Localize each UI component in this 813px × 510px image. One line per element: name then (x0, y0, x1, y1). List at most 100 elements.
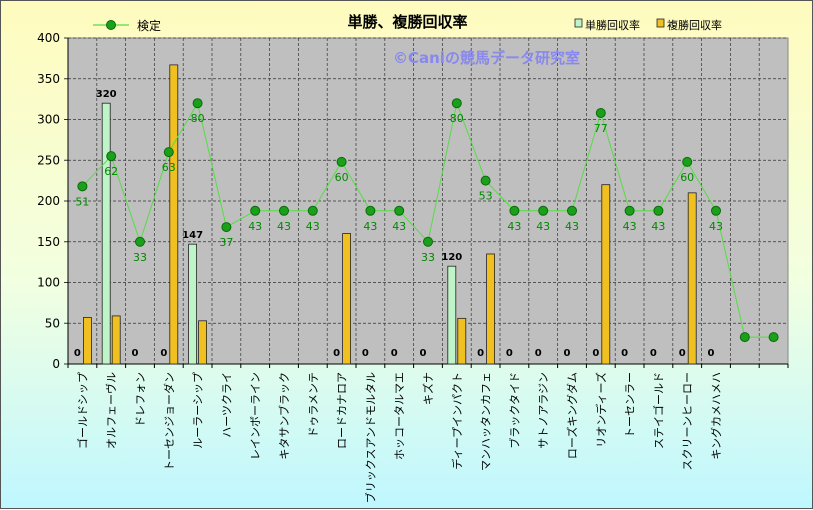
x-tick-label: トーセンラー (624, 372, 637, 438)
y-tick-label: 50 (45, 316, 60, 330)
x-tick-label: ローズキングダム (565, 372, 579, 459)
kentei-label: 43 (709, 220, 723, 233)
kentei-label: 33 (133, 251, 147, 264)
kentei-label: 43 (651, 220, 665, 233)
kentei-marker (192, 98, 203, 109)
kentei-marker (77, 181, 88, 192)
y-tick-label: 0 (52, 357, 60, 371)
bar-tanshou-label: 0 (592, 348, 599, 359)
kentei-marker (538, 205, 549, 216)
x-tick-label: キタサンブラック (277, 372, 291, 460)
bar-tanshou-label: 0 (74, 348, 81, 359)
bar-fukushou (687, 192, 697, 365)
kentei-label: 43 (248, 220, 262, 233)
kentei-marker (624, 205, 635, 216)
x-tick-label: キズナ (421, 372, 435, 405)
kentei-label: 80 (450, 112, 464, 125)
x-tick-label: ブリックスアンドモルタル (363, 372, 377, 503)
x-tick-label: ステイゴールド (651, 372, 665, 449)
kentei-marker (307, 205, 318, 216)
bar-tanshou (101, 102, 111, 365)
bar-tanshou-label: 0 (506, 348, 513, 359)
bar-tanshou (188, 243, 198, 365)
x-tick-label: サトノアラジン (537, 372, 550, 449)
legend-line-marker (106, 20, 116, 30)
bar-tanshou-label: 0 (535, 348, 542, 359)
bar-fukushou (83, 317, 92, 365)
x-tick-label: ハーツクライ (220, 372, 233, 438)
bar-tanshou-label: 320 (96, 89, 117, 100)
kentei-marker (423, 236, 433, 247)
kentei-label: 43 (306, 220, 320, 233)
bar-tanshou-label: 147 (182, 230, 203, 241)
y-tick-label: 200 (37, 194, 60, 208)
kentei-marker (451, 98, 462, 109)
x-tick-label: ゴールドシップ (75, 372, 89, 449)
kentei-marker (480, 175, 491, 186)
kentei-marker (106, 151, 117, 162)
x-tick-label: レインボーライン (249, 372, 262, 460)
bar-tanshou-label: 0 (708, 348, 715, 359)
x-tick-label: スクリーンヒーロー (681, 372, 694, 470)
kentei-label: 43 (623, 220, 637, 233)
kentei-label: 33 (421, 251, 435, 264)
kentei-marker (653, 205, 664, 216)
kentei-marker (768, 332, 779, 343)
x-tick-label: ドゥラメンテ (307, 372, 320, 438)
kentei-label: 77 (594, 122, 608, 135)
kentei-marker (279, 205, 289, 216)
kentei-marker (336, 156, 347, 167)
legend-fuku-label: 複勝回収率 (667, 19, 722, 32)
kentei-label: 43 (392, 220, 406, 233)
y-tick-label: 400 (37, 31, 60, 45)
watermark: ©Caniの競馬データ研究室 (393, 49, 580, 67)
bar-fukushou (486, 253, 496, 365)
legend-fuku-swatch (656, 18, 665, 28)
bar-tanshou-label: 0 (621, 348, 628, 359)
kentei-marker (595, 107, 606, 118)
bar-tanshou-label: 0 (160, 348, 167, 359)
kentei-label: 62 (104, 165, 118, 178)
kentei-marker (739, 332, 750, 343)
legend-tan-label: 単勝回収率 (585, 19, 640, 32)
kentei-marker (682, 156, 693, 167)
kentei-label: 51 (75, 195, 89, 208)
kentei-marker (135, 236, 145, 247)
x-tick-label: マンハッタンカフェ (480, 372, 493, 471)
kentei-marker (509, 205, 520, 216)
x-tick-label: リオンディーズ (594, 372, 608, 448)
x-tick-label: ロードカナロア (336, 372, 349, 449)
bar-tanshou-label: 0 (679, 348, 686, 359)
kentei-label: 60 (335, 171, 349, 184)
bar-tanshou-label: 0 (391, 348, 398, 359)
bar-fukushou (169, 64, 179, 365)
x-tick-label: オルフェーヴル (104, 372, 118, 449)
bar-tanshou-label: 0 (564, 348, 571, 359)
kentei-label: 60 (680, 171, 694, 184)
bar-fukushou (457, 317, 467, 365)
kentei-marker (567, 205, 577, 216)
bar-fukushou (342, 233, 352, 365)
kentei-label: 43 (536, 220, 550, 233)
x-tick-label: キングカメハメハ (709, 372, 723, 460)
y-tick-label: 100 (37, 276, 60, 290)
bar-fukushou (111, 315, 121, 365)
x-tick-label: ディープインパクト (450, 372, 464, 470)
bar-tanshou (447, 265, 457, 365)
y-tick-label: 300 (37, 113, 60, 127)
bar-tanshou-label: 0 (650, 348, 657, 359)
kentei-marker (221, 222, 232, 233)
y-tick-label: 250 (37, 153, 60, 167)
kentei-marker (365, 205, 376, 216)
y-tick-label: 350 (37, 72, 60, 86)
bar-fukushou (601, 184, 611, 365)
bar-tanshou-label: 0 (420, 348, 427, 359)
legend-line-label: 検定 (137, 19, 162, 33)
bar-tanshou-label: 0 (477, 348, 484, 359)
bar-tanshou-label: 0 (333, 348, 340, 359)
kentei-label: 43 (363, 220, 377, 233)
kentei-marker (250, 205, 261, 216)
chart-title: 単勝、複勝回収率 (347, 13, 468, 31)
